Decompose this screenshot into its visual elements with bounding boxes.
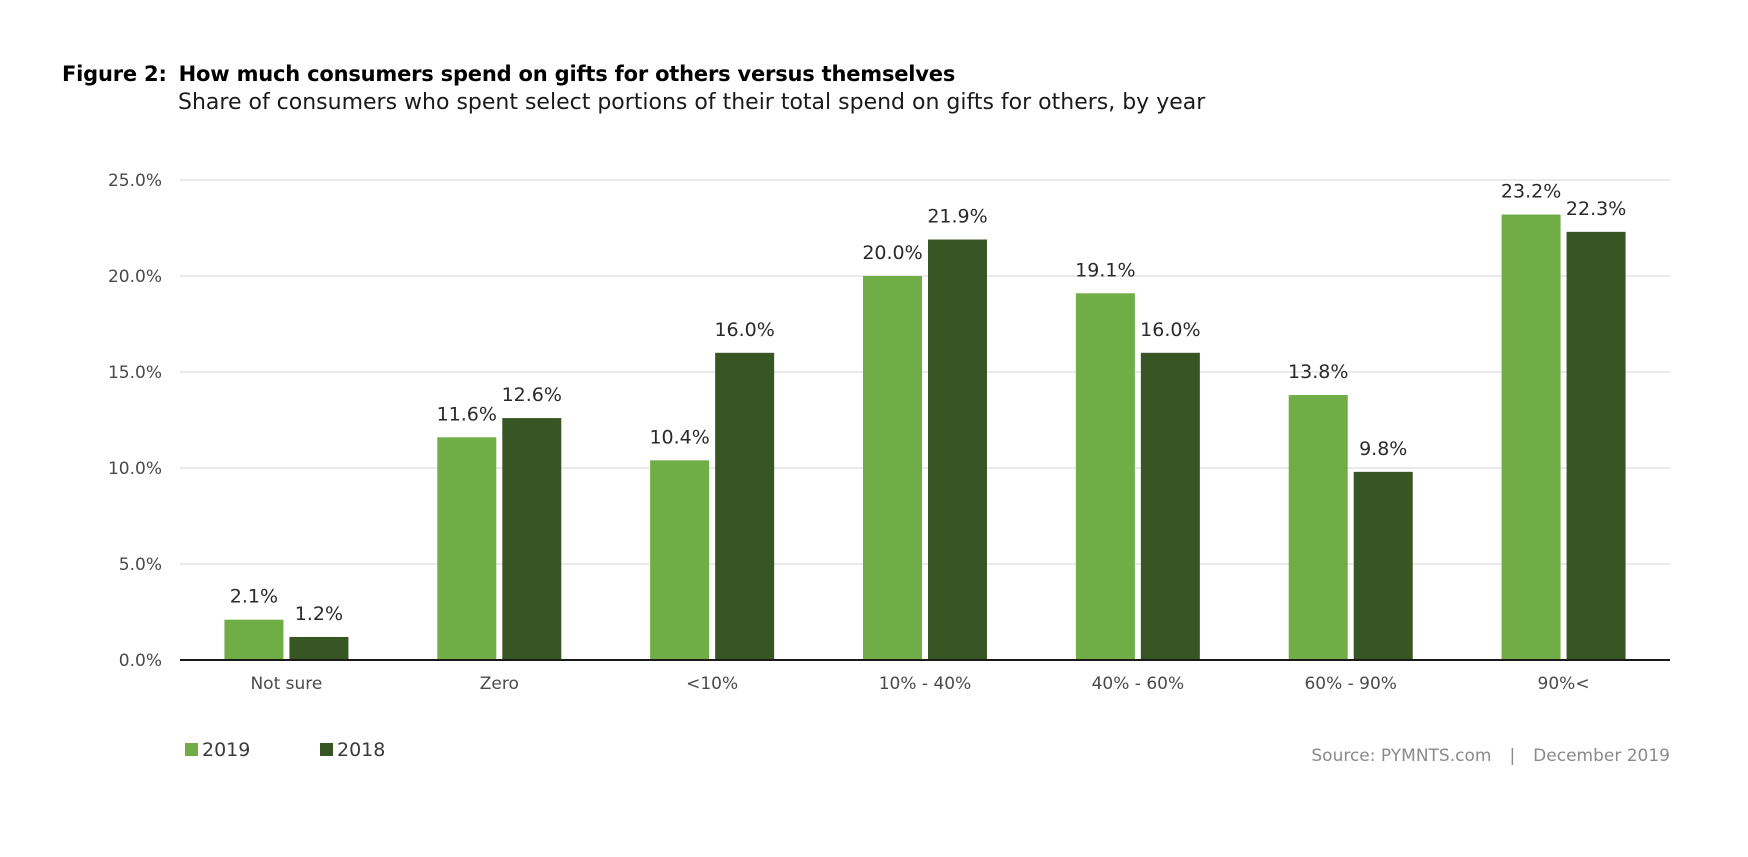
y-tick-label: 20.0% <box>108 267 162 287</box>
x-category-label: 10% - 40% <box>879 674 972 694</box>
source-separator: | <box>1509 746 1516 766</box>
source-note: Source: PYMNTS.com | December 2019 <box>1311 746 1670 766</box>
x-axis-categories: Not sure Zero <10% 10% - 40% 40% - 60% 60% - … <box>250 674 1589 694</box>
chart-subtitle: Share of consumers who spent select port… <box>178 90 1206 115</box>
data-label-2019: 23.2% <box>1501 181 1561 203</box>
bar-2019 <box>650 460 710 660</box>
source-text: Source: PYMNTS.com <box>1311 746 1492 766</box>
y-tick-label: 25.0% <box>108 171 162 191</box>
x-category-label: 90%< <box>1538 674 1590 694</box>
bar-2018 <box>1353 471 1413 660</box>
legend-swatch-2018 <box>320 743 333 756</box>
y-tick-label: 5.0% <box>119 555 162 575</box>
data-label-2019: 11.6% <box>437 403 497 425</box>
data-label-2018: 22.3% <box>1566 198 1626 220</box>
data-label-2018: 16.0% <box>1140 319 1200 341</box>
data-label-2019: 20.0% <box>862 242 922 264</box>
y-tick-label: 0.0% <box>119 651 162 671</box>
bar-2018 <box>715 352 775 660</box>
chart-title: How much consumers spend on gifts for ot… <box>178 62 956 86</box>
bar-2018 <box>502 418 562 660</box>
legend-label-2019: 2019 <box>202 739 250 761</box>
data-label-2018: 1.2% <box>295 603 343 625</box>
x-category-label: Zero <box>480 674 519 694</box>
bar-2019 <box>224 619 284 660</box>
bar-2019 <box>863 276 922 660</box>
bar-2018 <box>289 636 349 660</box>
y-axis-ticks: 0.0% 5.0% 10.0% 15.0% 20.0% 25.0% <box>108 171 162 671</box>
legend-label-2018: 2018 <box>337 739 385 761</box>
y-tick-label: 15.0% <box>108 363 162 383</box>
data-label-2018: 16.0% <box>714 319 774 341</box>
x-category-label: Not sure <box>250 674 322 694</box>
data-label-2018: 9.8% <box>1359 438 1407 460</box>
data-labels: 2.1% 1.2% 11.6%12.6% 10.4% 16.0% 20.0%21.9% 19… <box>230 181 1626 625</box>
data-label-2018: 21.9% <box>927 206 987 228</box>
bar-2019 <box>437 437 497 660</box>
bar-2019 <box>1501 214 1561 660</box>
chart-title-line: Figure 2: How much consumers spend on gif… <box>62 62 955 86</box>
bar-2018 <box>928 239 987 660</box>
x-category-label: <10% <box>686 674 738 694</box>
x-category-label: 60% - 90% <box>1304 674 1397 694</box>
bar-2018 <box>1140 352 1200 660</box>
y-tick-label: 10.0% <box>108 459 162 479</box>
data-label-2019: 19.1% <box>1075 259 1135 281</box>
bar-2018 <box>1566 231 1626 660</box>
legend-swatch-2019 <box>185 743 198 756</box>
data-label-2019: 2.1% <box>230 586 278 608</box>
source-date: December 2019 <box>1533 746 1670 766</box>
gridlines <box>180 179 1670 565</box>
figure-label: Figure 2: <box>62 62 167 86</box>
data-label-2018: 12.6% <box>502 384 562 406</box>
bar-2019 <box>1075 293 1135 660</box>
bar-2019 <box>1288 395 1348 660</box>
legend: 2019 2018 <box>185 739 385 761</box>
bars <box>224 214 1626 660</box>
data-label-2019: 10.4% <box>649 426 709 448</box>
data-label-2019: 13.8% <box>1288 361 1348 383</box>
x-category-label: 40% - 60% <box>1092 674 1185 694</box>
